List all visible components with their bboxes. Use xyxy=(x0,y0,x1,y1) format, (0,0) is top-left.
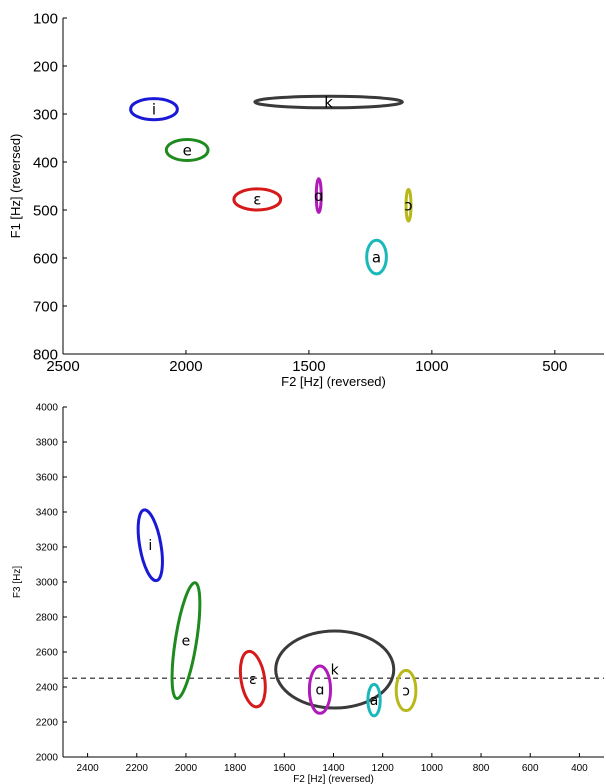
vowel-ellipse-ε xyxy=(238,649,267,709)
y-axis-label: F1 [Hz] (reversed) xyxy=(8,134,23,239)
vowel-ellipse-e xyxy=(170,581,202,701)
vowel-ellipse-k xyxy=(274,629,396,710)
vowel-label: k xyxy=(331,662,340,678)
x-tick-label: 1200 xyxy=(372,763,395,774)
x-tick-label: 1500 xyxy=(292,358,325,375)
vowel-label: k xyxy=(324,93,333,111)
vowel-ellipse-a xyxy=(365,238,388,276)
x-axis-label: F2 [Hz] (reversed) xyxy=(281,374,386,389)
y-tick-label: 3200 xyxy=(36,543,59,554)
vowel-label: ɔ xyxy=(402,683,410,699)
y-tick-label: 500 xyxy=(33,202,58,219)
y-tick-label: 3000 xyxy=(36,578,59,589)
x-axis-label: F2 [Hz] (reversed) xyxy=(293,774,374,784)
x-tick-label: 1400 xyxy=(322,763,345,774)
y-tick-label: 2600 xyxy=(36,648,59,659)
vowel-ellipse-ɔ xyxy=(394,668,418,713)
vowel-label: ɑ xyxy=(314,187,324,205)
vowel-label: ε xyxy=(249,672,257,688)
y-tick-label: 2000 xyxy=(36,753,59,764)
vowel-label: ɑ xyxy=(316,683,325,699)
y-tick-label: 3800 xyxy=(36,438,59,449)
vowel-label: e xyxy=(182,634,191,650)
y-tick-label: 2200 xyxy=(36,718,59,729)
vowel-label: a xyxy=(372,248,381,266)
vowel-label: i xyxy=(148,538,152,554)
vowel-ellipse-ɑ xyxy=(314,177,323,214)
vowel-label: i xyxy=(152,100,156,118)
y-tick-label: 800 xyxy=(33,346,58,363)
y-tick-label: 3400 xyxy=(36,508,59,519)
y-tick-label: 100 xyxy=(33,10,58,27)
y-tick-label: 2400 xyxy=(36,683,59,694)
y-tick-label: 2800 xyxy=(36,613,59,624)
x-tick-label: 2400 xyxy=(76,763,99,774)
x-tick-label: 800 xyxy=(473,763,490,774)
vowel-ellipse-i xyxy=(129,97,179,122)
y-tick-label: 200 xyxy=(33,58,58,75)
y-tick-label: 700 xyxy=(33,298,58,315)
vowel-ellipse-ɔ xyxy=(404,187,413,223)
chart-2: 2000 2200 2400 2600 2800 3000 3200 3400 3600 3800… xyxy=(12,403,604,784)
vowel-ellipse-ɑ xyxy=(307,664,333,715)
y-tick-label: 4000 xyxy=(36,403,59,414)
x-tick-label: 1000 xyxy=(415,358,448,375)
x-tick-label: 400 xyxy=(571,763,588,774)
x-tick-label: 2000 xyxy=(169,358,202,375)
vowel-ellipse-k xyxy=(253,94,404,110)
x-tick-label: 2000 xyxy=(175,763,198,774)
vowel-ellipse-e xyxy=(164,137,210,163)
vowel-ellipse-ε xyxy=(232,187,283,212)
y-tick-label: 3600 xyxy=(36,473,59,484)
y-tick-label: 600 xyxy=(33,250,58,267)
y-tick-label: 400 xyxy=(33,154,58,171)
x-tick-label: 1800 xyxy=(224,763,247,774)
vowel-ellipse-a xyxy=(366,682,382,718)
x-tick-label: 1000 xyxy=(421,763,444,774)
vowel-label: e xyxy=(183,141,192,159)
x-tick-label: 600 xyxy=(522,763,539,774)
x-tick-label: 2500 xyxy=(46,358,79,375)
x-tick-label: 1600 xyxy=(273,763,296,774)
x-tick-label: 500 xyxy=(542,358,567,375)
vowel-label: a xyxy=(370,693,379,709)
vowel-label: ε xyxy=(253,191,261,209)
x-tick-label: 2200 xyxy=(126,763,149,774)
vowel-ellipse-i xyxy=(136,508,164,583)
y-tick-label: 300 xyxy=(33,106,58,123)
y-axis-label: F3 [Hz] xyxy=(12,566,23,598)
vowel-label: ɔ xyxy=(404,196,412,214)
